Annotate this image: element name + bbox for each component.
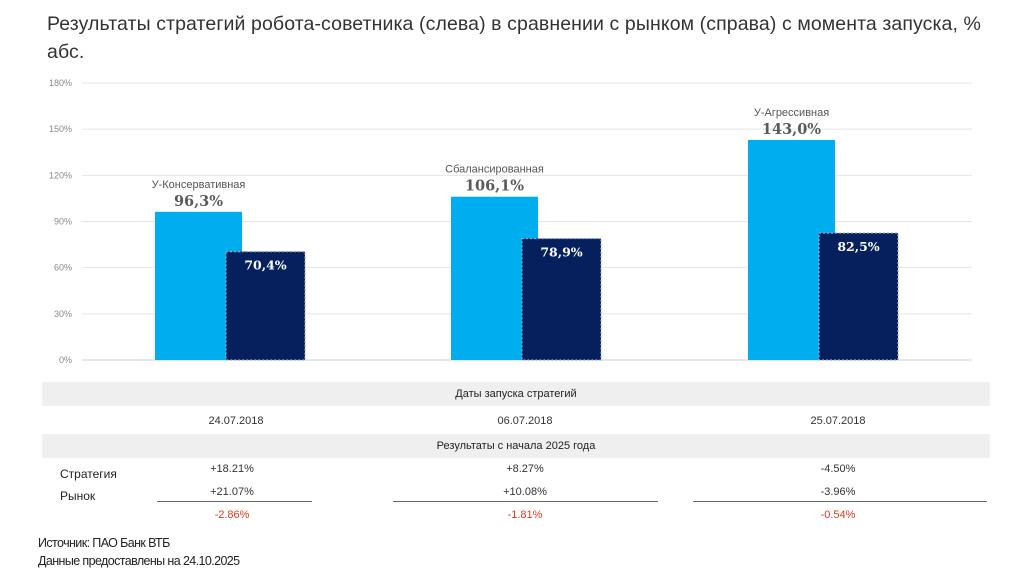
y-tick-label: 180% (49, 78, 72, 88)
launch-dates-header: Даты запуска стратегий (42, 382, 990, 406)
launch-date-balanced: 06.07.2018 (497, 415, 553, 427)
category-label: У-Консервативная (152, 179, 246, 191)
ytd-diff-aggressive: -0.54% (820, 509, 856, 521)
strategy-value-label: 143,0% (762, 121, 821, 138)
strategy-value-label: 106,1% (465, 178, 524, 195)
row-label-strategy: Стратегия (60, 467, 117, 481)
bar-chart: 0% 30% 60% 90% 120% 150% 180% 96,3% У-Консервати… (49, 78, 972, 365)
source-line: Источник: ПАО Банк ВТБ (38, 536, 170, 550)
strategy-value-label: 96,3% (174, 193, 223, 210)
divider-conservative (157, 501, 312, 502)
ytd-market-conservative: +21.07% (210, 486, 254, 498)
market-bar (225, 251, 306, 361)
ytd-market-balanced: +10.08% (503, 486, 547, 498)
market-value-label: 82,5% (837, 239, 879, 254)
category-label: Сбалансированная (445, 164, 544, 176)
launch-date-aggressive: 25.07.2018 (810, 415, 866, 427)
divider-aggressive (693, 501, 987, 502)
y-tick-label: 120% (49, 170, 72, 180)
market-value-label: 70,4% (244, 258, 286, 273)
launch-date-conservative: 24.07.2018 (208, 415, 264, 427)
category-label: У-Агрессивная (754, 107, 829, 119)
ytd-diff-balanced: -1.81% (507, 509, 543, 521)
y-tick-label: 150% (49, 124, 72, 134)
ytd-strategy-conservative: +18.21% (210, 463, 254, 475)
ytd-strategy-balanced: +8.27% (506, 463, 544, 475)
ytd-diff-conservative: -2.86% (214, 509, 250, 521)
market-bar (818, 232, 899, 361)
data-date-line: Данные предоставлены на 24.10.2025 (38, 554, 240, 568)
divider-balanced (393, 501, 658, 502)
row-label-market: Рынок (60, 489, 96, 503)
page-title: Результаты стратегий робота-советника (с… (47, 13, 981, 63)
market-value-label: 78,9% (540, 245, 582, 260)
y-tick-label: 90% (54, 217, 72, 227)
y-tick-label: 60% (54, 263, 72, 273)
ytd-results-header: Результаты с начала 2025 года (42, 434, 990, 458)
y-tick-label: 0% (59, 355, 72, 365)
ytd-market-aggressive: -3.96% (820, 486, 856, 498)
y-tick-label: 30% (54, 309, 72, 319)
market-bar (521, 237, 602, 361)
ytd-strategy-aggressive: -4.50% (820, 463, 856, 475)
